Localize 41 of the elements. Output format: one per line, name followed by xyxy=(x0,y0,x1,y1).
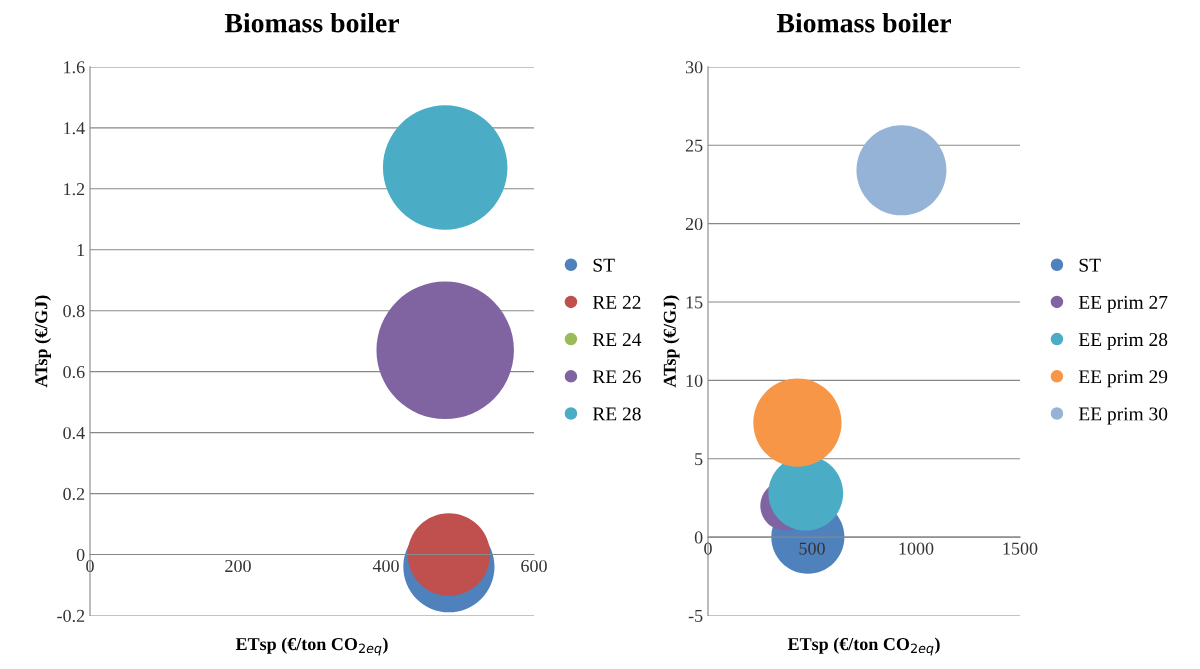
legend-label: RE 28 xyxy=(592,407,641,421)
y-tick-label: 20 xyxy=(685,217,703,231)
x-axis-title: ETsp (€/ton CO$_{2eq}$) xyxy=(787,637,940,656)
x-tick-label: 400 xyxy=(372,559,399,573)
x-tick-label: 0 xyxy=(704,542,712,555)
legend-label: EE prim 27 xyxy=(1078,295,1168,313)
y-tick-label: -5 xyxy=(688,609,703,622)
y-tick-label: 25 xyxy=(685,139,703,152)
y-tick-label: 1 xyxy=(77,244,85,257)
x-tick-label: 1000 xyxy=(899,542,934,555)
y-tick-label: 5 xyxy=(695,453,703,466)
y-tick-label: 0.4 xyxy=(63,426,85,440)
x-tick-label: 1500 xyxy=(1003,542,1038,555)
legend-label: ST xyxy=(1079,258,1101,272)
x-tick-label: 0 xyxy=(86,559,94,573)
y-tick-label: 1.4 xyxy=(64,122,85,135)
legend-label: RE 26 xyxy=(592,370,641,384)
legend-label: RE 22 xyxy=(592,295,641,309)
x-tick-label: 200 xyxy=(225,559,251,573)
y-tick-label: 0.6 xyxy=(63,365,85,379)
x-tick-label: 500 xyxy=(799,542,825,555)
y-tick-label: 0.2 xyxy=(63,487,85,501)
y-tick-label: 1.2 xyxy=(64,183,85,196)
y-axis-title: ATsp (€/GJ) xyxy=(34,295,51,388)
x-axis-title: ETsp (€/ton CO$_{2eq}$) xyxy=(235,637,388,656)
chart-title: Biomass boiler xyxy=(224,12,399,33)
chart-title: Biomass boiler xyxy=(776,12,951,33)
legend-label: RE 24 xyxy=(592,333,642,346)
legend-label: ST xyxy=(593,258,615,272)
y-axis-title: ATsp (€/GJ) xyxy=(663,295,680,388)
y-tick-label: 0.8 xyxy=(63,304,85,318)
legend-label: EE prim 30 xyxy=(1078,407,1168,425)
y-tick-label: 0 xyxy=(694,531,703,544)
y-tick-label: 30 xyxy=(685,61,703,74)
legend-label: EE prim 29 xyxy=(1078,370,1168,388)
legend-label: EE prim 28 xyxy=(1078,332,1168,351)
y-tick-label: 10 xyxy=(686,374,703,387)
y-tick-label: 15 xyxy=(686,296,703,309)
x-tick-label: 600 xyxy=(521,559,547,573)
y-tick-label: -0.2 xyxy=(57,609,85,622)
y-tick-label: 1.6 xyxy=(64,61,85,74)
